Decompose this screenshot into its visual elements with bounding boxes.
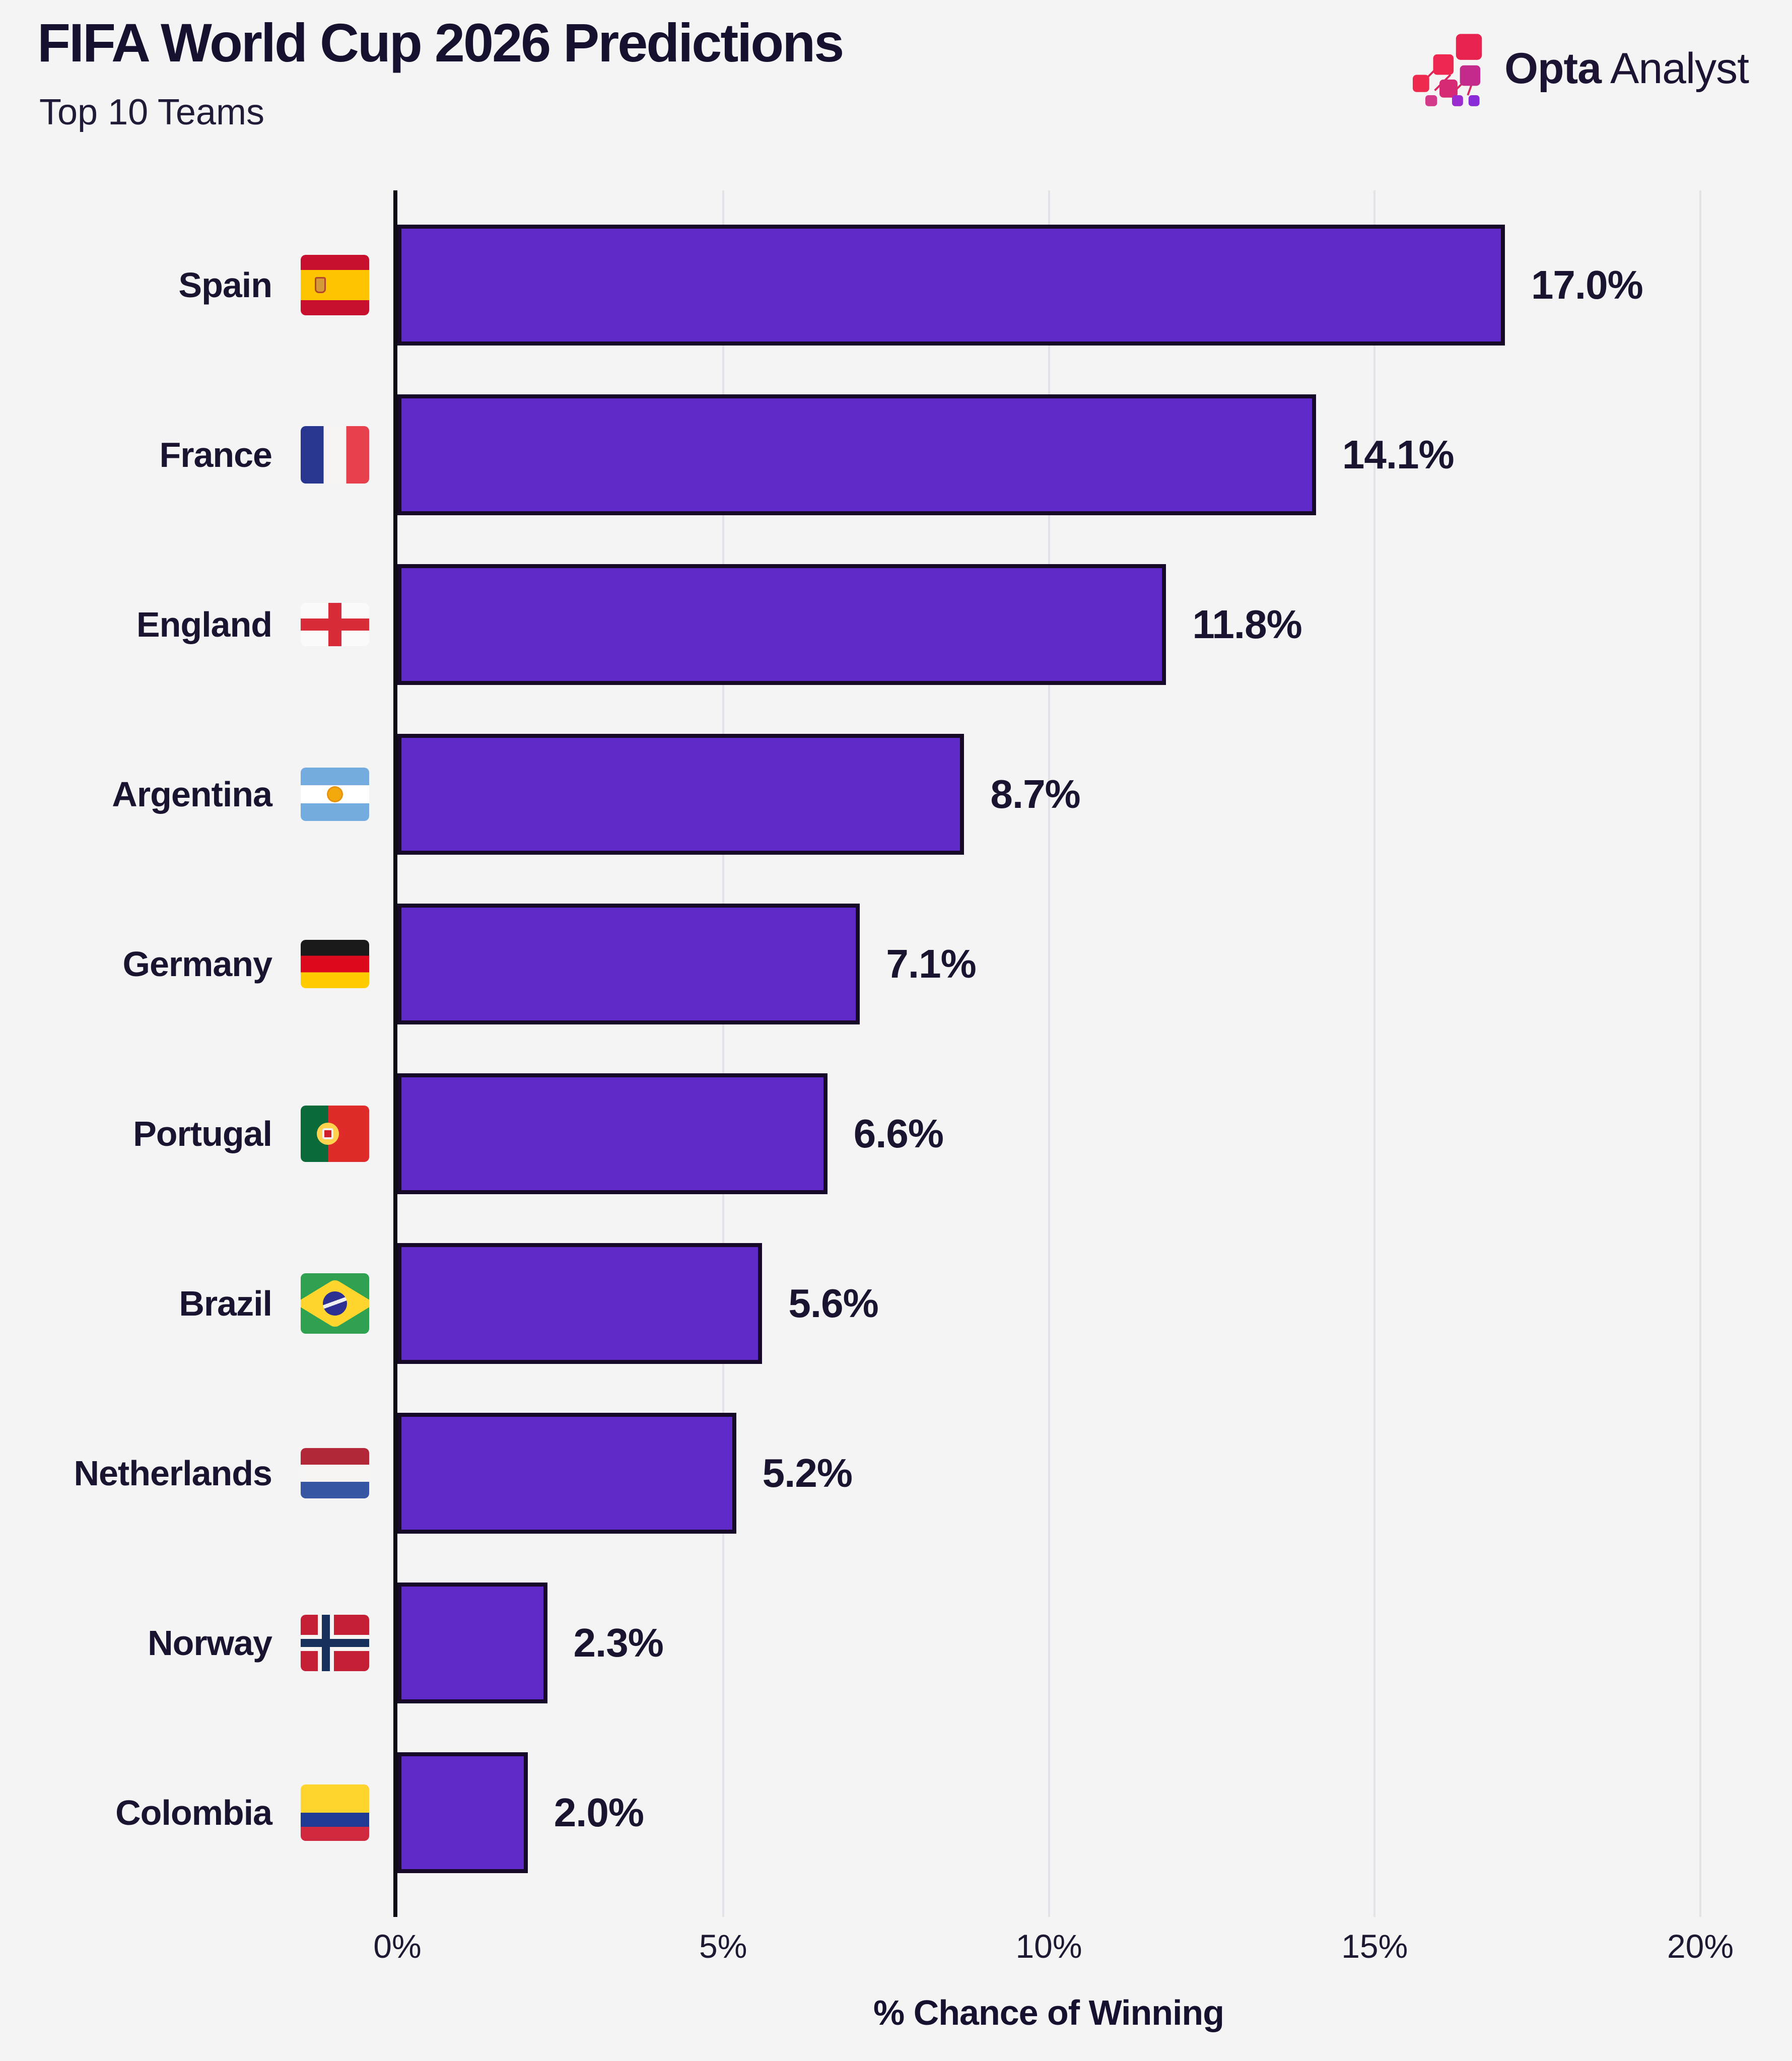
netherlands-flag-icon [301,1448,369,1499]
opta-logo-mark-icon [1413,34,1482,106]
norway-flag-icon [301,1615,369,1672]
team-label-netherlands: Netherlands [74,1454,272,1493]
x-tick-0pct: 0% [373,1928,422,1965]
portugal-flag-icon [301,1106,369,1162]
chart-row-portugal: Portugal 6.6% [0,1073,1792,1194]
bar-germany [397,903,860,1024]
ar-sun [328,787,341,801]
team-label-argentina: Argentina [112,774,272,814]
chart-row-brazil: Brazil 5.6% [0,1243,1792,1364]
chart-row-norway: Norway 2.3% [0,1583,1792,1704]
chart-row-argentina: Argentina 8.7% [0,733,1792,855]
logo-wordmark: Opta Analyst [1504,44,1749,94]
value-label-argentina: 8.7% [990,771,1080,816]
chart-row-netherlands: Netherlands 5.2% [0,1413,1792,1534]
team-label-portugal: Portugal [133,1114,272,1153]
value-label-norway: 2.3% [573,1620,664,1666]
team-label-france: France [159,435,272,474]
x-tick-20pct: 20% [1667,1928,1734,1965]
pt-emblem [317,1123,339,1145]
gridline-10pct [1048,190,1050,1917]
es-crest [315,277,326,293]
no-nh [301,1639,369,1647]
brazil-flag-icon [301,1273,369,1334]
colombia-flag-icon [301,1784,369,1841]
chart-row-germany: Germany 7.1% [0,903,1792,1024]
logo-text-analyst: Analyst [1610,44,1749,93]
bar-spain [397,224,1505,346]
team-label-colombia: Colombia [115,1793,272,1833]
bar-brazil [397,1243,763,1364]
bar-france [397,394,1316,515]
bar-argentina [397,733,964,855]
value-label-netherlands: 5.2% [762,1451,853,1496]
bar-norway [397,1583,547,1704]
eng-h [301,618,369,631]
gridline-15pct [1373,190,1376,1917]
germany-flag-icon [301,939,369,988]
value-label-england: 11.8% [1192,601,1302,647]
value-label-colombia: 2.0% [554,1790,644,1835]
x-tick-15pct: 15% [1341,1928,1408,1965]
logo-text-opta: Opta [1504,44,1602,93]
gridline-5pct [722,190,724,1917]
br-globe [323,1291,347,1316]
gridline-20pct [1699,190,1701,1917]
page-title: FIFA World Cup 2026 Predictions [37,12,844,73]
x-tick-10pct: 10% [1015,1928,1082,1965]
team-label-spain: Spain [178,265,272,305]
value-label-spain: 17.0% [1531,262,1643,307]
bar-netherlands [397,1413,736,1534]
value-label-germany: 7.1% [886,941,976,986]
france-flag-icon [301,426,369,484]
team-label-germany: Germany [122,944,272,984]
chart-row-england: England 11.8% [0,564,1792,685]
bar-colombia [397,1752,528,1874]
bar-portugal [397,1073,828,1194]
chart-row-colombia: Colombia 2.0% [0,1752,1792,1874]
x-tick-5pct: 5% [699,1928,747,1965]
page-subtitle: Top 10 Teams [39,92,264,132]
chart-row-spain: Spain 17.0% [0,224,1792,346]
value-label-france: 14.1% [1342,432,1455,477]
england-flag-icon [301,602,369,646]
chart-row-france: France 14.1% [0,394,1792,515]
team-label-brazil: Brazil [179,1284,272,1324]
y-axis-line [393,190,397,1917]
x-axis-title: % Chance of Winning [873,1993,1224,2032]
value-label-portugal: 6.6% [853,1111,944,1156]
value-label-brazil: 5.6% [788,1281,878,1326]
team-label-england: England [136,604,272,644]
team-label-norway: Norway [148,1623,272,1663]
argentina-flag-icon [301,767,369,821]
bar-england [397,564,1166,685]
opta-analyst-logo: Opta Analyst [1413,28,1749,109]
spain-flag-icon [301,254,369,315]
